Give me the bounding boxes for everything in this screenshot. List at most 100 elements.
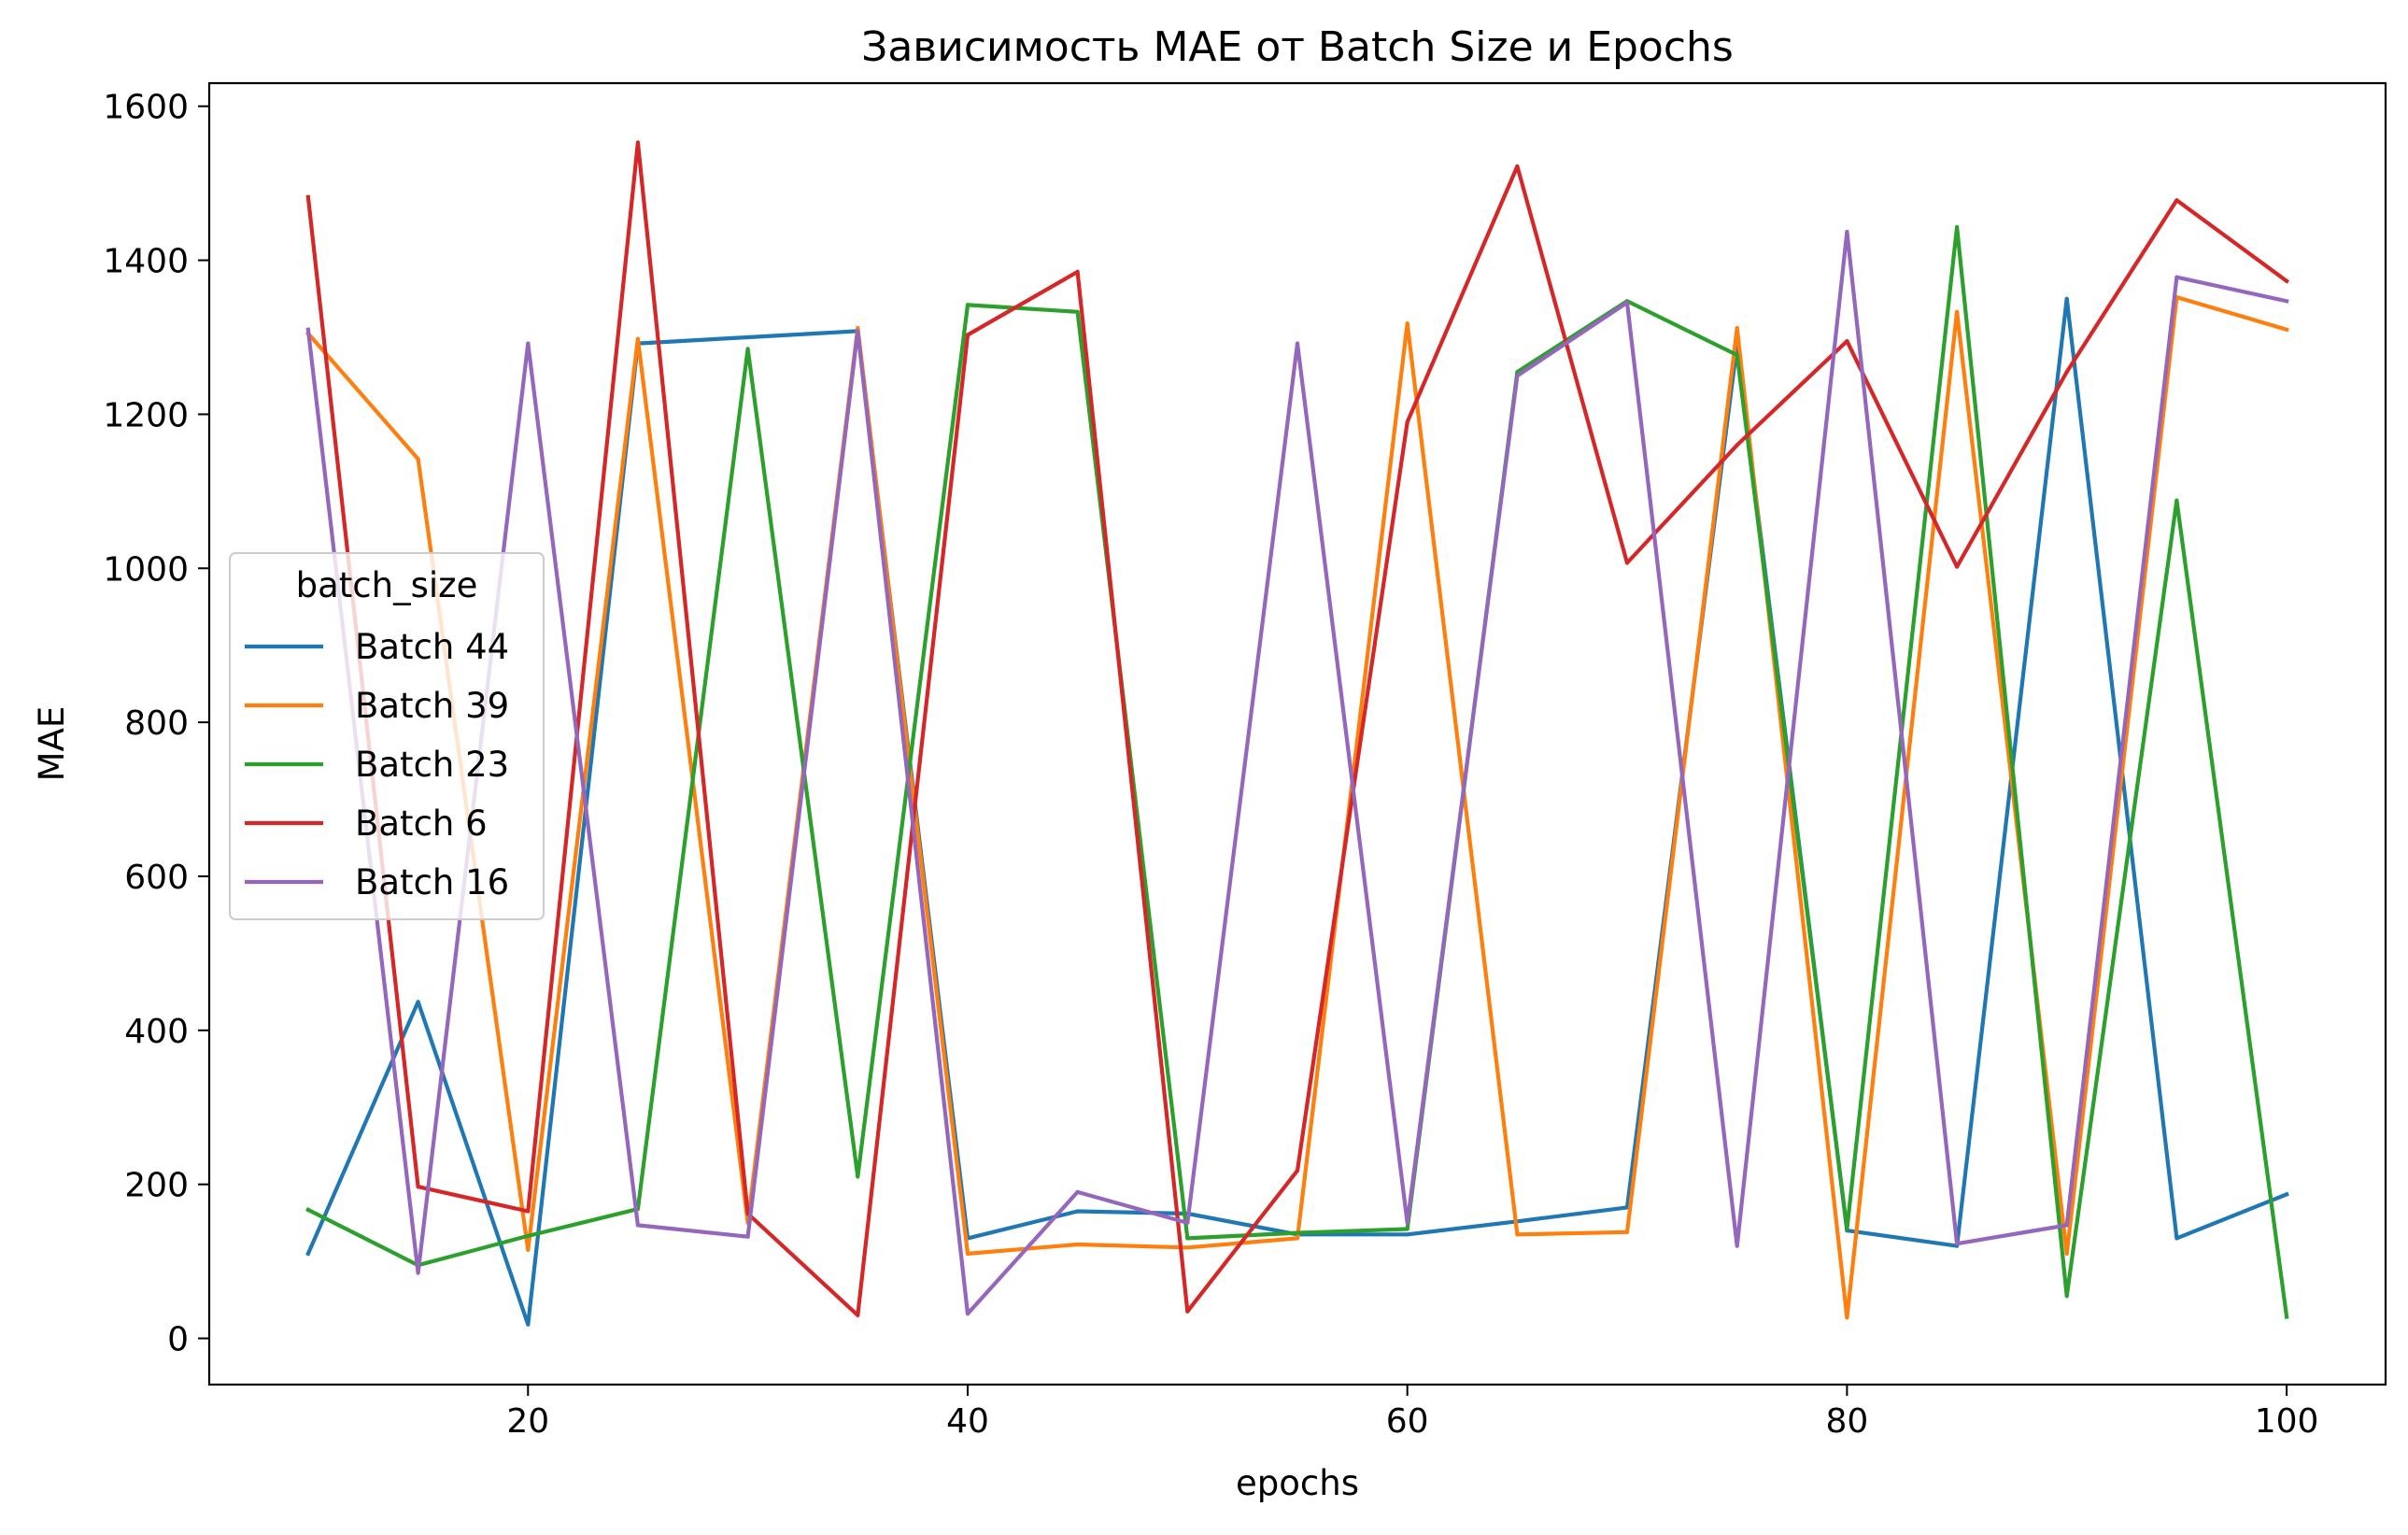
legend-entry-label: Batch 39 (355, 686, 509, 726)
data-point (1185, 1309, 1190, 1314)
data-point (1405, 419, 1409, 424)
data-point (1515, 1232, 1520, 1237)
y-tick-label: 1600 (103, 89, 189, 127)
data-point (416, 1271, 420, 1275)
legend-entry-label: Batch 44 (355, 627, 509, 667)
data-point (2285, 299, 2289, 304)
data-point (416, 1000, 420, 1004)
legend-entry-label: Batch 16 (355, 862, 509, 903)
x-tick-label: 40 (946, 1402, 989, 1441)
data-point (305, 1207, 310, 1212)
data-point (1735, 443, 1739, 448)
x-tick-label: 100 (2255, 1402, 2319, 1441)
data-point (1405, 1220, 1409, 1225)
y-tick-label: 600 (124, 859, 189, 897)
data-point (635, 1223, 641, 1228)
data-point (526, 1322, 531, 1327)
y-tick-label: 200 (124, 1167, 189, 1205)
data-point (745, 334, 750, 340)
data-point (1295, 1230, 1300, 1235)
data-point (2174, 498, 2179, 503)
data-point (1845, 1315, 1849, 1320)
y-tick-label: 800 (124, 704, 189, 743)
x-tick-label: 20 (506, 1402, 549, 1441)
data-point (526, 1209, 531, 1214)
data-point (1405, 1232, 1409, 1237)
x-tick-label: 60 (1386, 1402, 1429, 1441)
data-point (1955, 1242, 1960, 1246)
data-point (305, 327, 310, 332)
y-tick-label: 1400 (103, 243, 189, 281)
data-point (745, 347, 750, 351)
data-point (1295, 341, 1300, 346)
data-point (856, 1174, 860, 1179)
data-point (856, 329, 860, 334)
legend-entry-label: Batch 6 (355, 803, 488, 844)
data-point (965, 333, 970, 337)
data-point (526, 1247, 531, 1252)
data-point (2285, 327, 2289, 332)
data-point (1185, 1220, 1190, 1225)
data-point (1624, 561, 1630, 565)
x-axis-label: epochs (1236, 1463, 1359, 1503)
data-point (965, 1312, 970, 1316)
y-tick-label: 1200 (103, 396, 189, 434)
chart-title: Зависимость MAE от Batch Size и Epochs (861, 23, 1734, 71)
data-point (1295, 1168, 1300, 1173)
data-point (856, 1313, 860, 1317)
data-point (2174, 275, 2179, 279)
data-point (416, 1185, 420, 1189)
legend-title: batch_size (296, 565, 478, 605)
data-point (635, 336, 641, 341)
data-point (1075, 309, 1080, 314)
y-tick-label: 1000 (103, 550, 189, 589)
data-point (2174, 1236, 2179, 1241)
data-point (1405, 321, 1409, 326)
data-point (2174, 198, 2179, 203)
data-point (1735, 352, 1739, 358)
data-point (1075, 269, 1080, 274)
data-point (1185, 1236, 1190, 1241)
data-point (305, 1251, 310, 1256)
data-point (1955, 225, 1960, 230)
legend-entry-label: Batch 23 (355, 745, 509, 785)
y-tick-label: 0 (167, 1321, 189, 1359)
data-point (1075, 1209, 1080, 1214)
data-point (1735, 326, 1739, 331)
data-point (965, 1251, 970, 1256)
data-point (1185, 1245, 1190, 1250)
y-axis-label: MAE (32, 706, 72, 782)
data-point (2285, 1192, 2289, 1197)
data-point (1624, 300, 1630, 305)
data-point (1075, 1242, 1080, 1247)
data-point (2064, 296, 2069, 301)
data-point (1075, 1189, 1080, 1194)
data-point (416, 457, 420, 462)
data-point (2064, 370, 2069, 375)
plot-area (305, 140, 2290, 1327)
data-point (2064, 1294, 2069, 1299)
data-point (1515, 163, 1520, 169)
data-point (1845, 230, 1849, 235)
legend: batch_size Batch 44 Batch 39 Batch 23 Batch … (229, 552, 545, 920)
data-point (1295, 1236, 1300, 1241)
data-point (2285, 1315, 2289, 1319)
data-point (745, 1234, 750, 1239)
data-point (1624, 1229, 1630, 1234)
data-point (2064, 1251, 2069, 1256)
data-point (635, 140, 641, 145)
data-point (305, 194, 310, 200)
data-point (1955, 564, 1960, 569)
data-point (1405, 1227, 1409, 1231)
plot-frame (207, 81, 2387, 1386)
data-point (1735, 1244, 1739, 1248)
data-point (526, 1233, 531, 1238)
data-point (2064, 1223, 2069, 1228)
data-point (526, 341, 531, 346)
y-tick-label: 400 (124, 1013, 189, 1051)
data-point (965, 303, 970, 307)
x-tick-label: 80 (1825, 1402, 1868, 1441)
data-point (1515, 374, 1520, 378)
